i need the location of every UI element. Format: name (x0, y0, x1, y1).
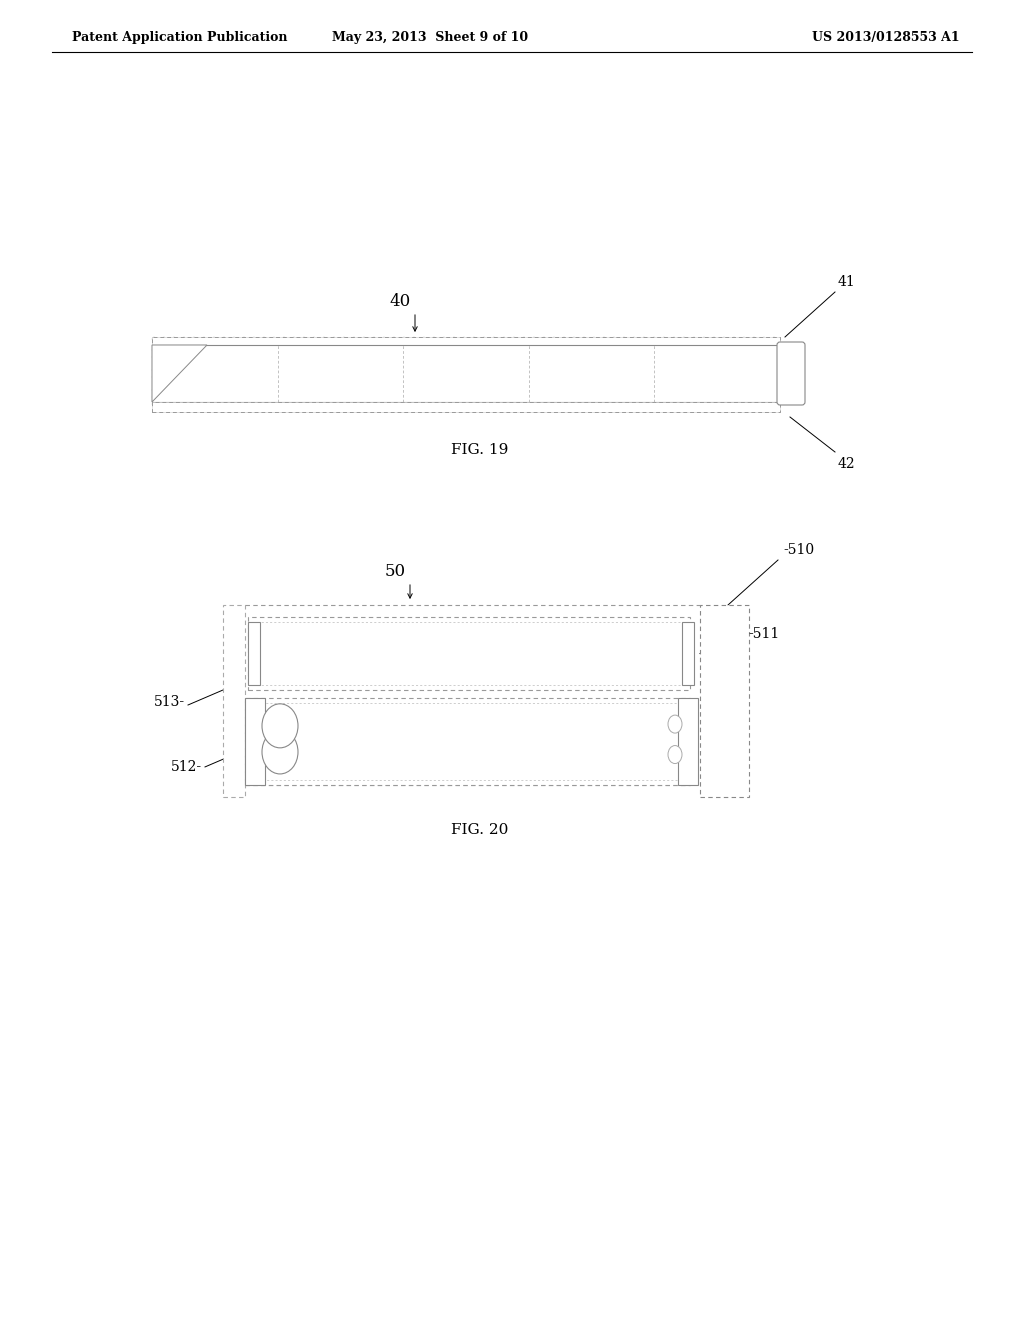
Ellipse shape (668, 746, 682, 763)
Ellipse shape (262, 730, 298, 774)
Text: 50: 50 (384, 564, 406, 579)
Text: May 23, 2013  Sheet 9 of 10: May 23, 2013 Sheet 9 of 10 (332, 30, 528, 44)
Text: FIG. 20: FIG. 20 (452, 822, 509, 837)
Polygon shape (152, 345, 207, 403)
Text: LCD: LCD (449, 642, 505, 665)
Bar (700, 605, 749, 797)
Text: Patent Application Publication: Patent Application Publication (72, 30, 288, 44)
Bar (152, 337, 780, 345)
Bar (152, 345, 207, 403)
Bar (152, 345, 780, 403)
Bar (245, 698, 265, 785)
Bar (152, 403, 780, 412)
Text: FIG. 19: FIG. 19 (452, 444, 509, 457)
Text: US 2013/0128553 A1: US 2013/0128553 A1 (812, 30, 961, 44)
Bar (682, 622, 694, 685)
Bar (248, 616, 690, 690)
Bar (250, 704, 685, 780)
Text: 41: 41 (838, 275, 856, 289)
Text: -511: -511 (748, 627, 779, 642)
Bar (245, 698, 690, 785)
Bar (248, 622, 260, 685)
Bar (223, 605, 245, 797)
Text: 40: 40 (389, 293, 411, 310)
Text: 42: 42 (838, 457, 856, 471)
Text: 512-: 512- (171, 760, 202, 774)
Ellipse shape (262, 704, 298, 748)
Bar (152, 345, 780, 403)
Text: 513-: 513- (154, 696, 185, 709)
Text: LGP: LGP (440, 730, 495, 752)
Ellipse shape (668, 715, 682, 733)
Bar (678, 698, 698, 785)
Bar (152, 337, 780, 345)
Bar (253, 622, 685, 685)
Text: -510: -510 (783, 543, 814, 557)
FancyBboxPatch shape (777, 342, 805, 405)
Bar (152, 403, 780, 412)
